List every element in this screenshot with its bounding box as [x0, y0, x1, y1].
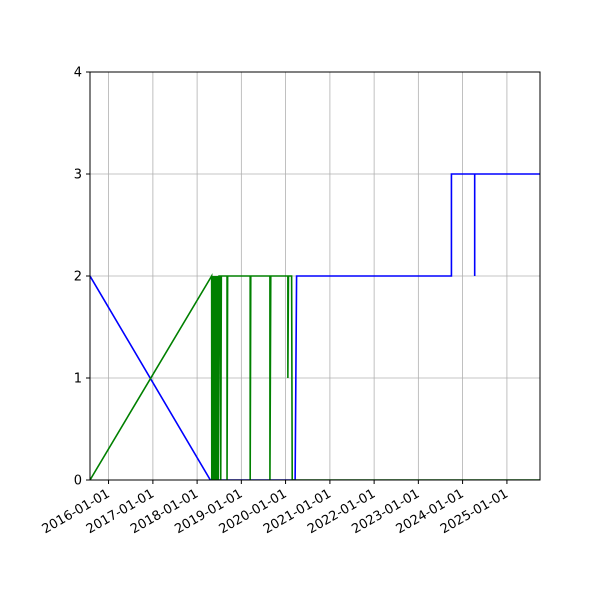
y-tick-label: 3 [74, 168, 82, 183]
series-line-2 [90, 273, 540, 480]
y-tick-label: 1 [74, 372, 82, 387]
y-tick-label: 0 [74, 474, 82, 489]
y-tick-label: 2 [74, 270, 82, 285]
axis-ticks [86, 71, 508, 484]
y-tick-label: 4 [74, 66, 82, 81]
series-line-1 [90, 173, 540, 480]
series-group [90, 173, 540, 480]
